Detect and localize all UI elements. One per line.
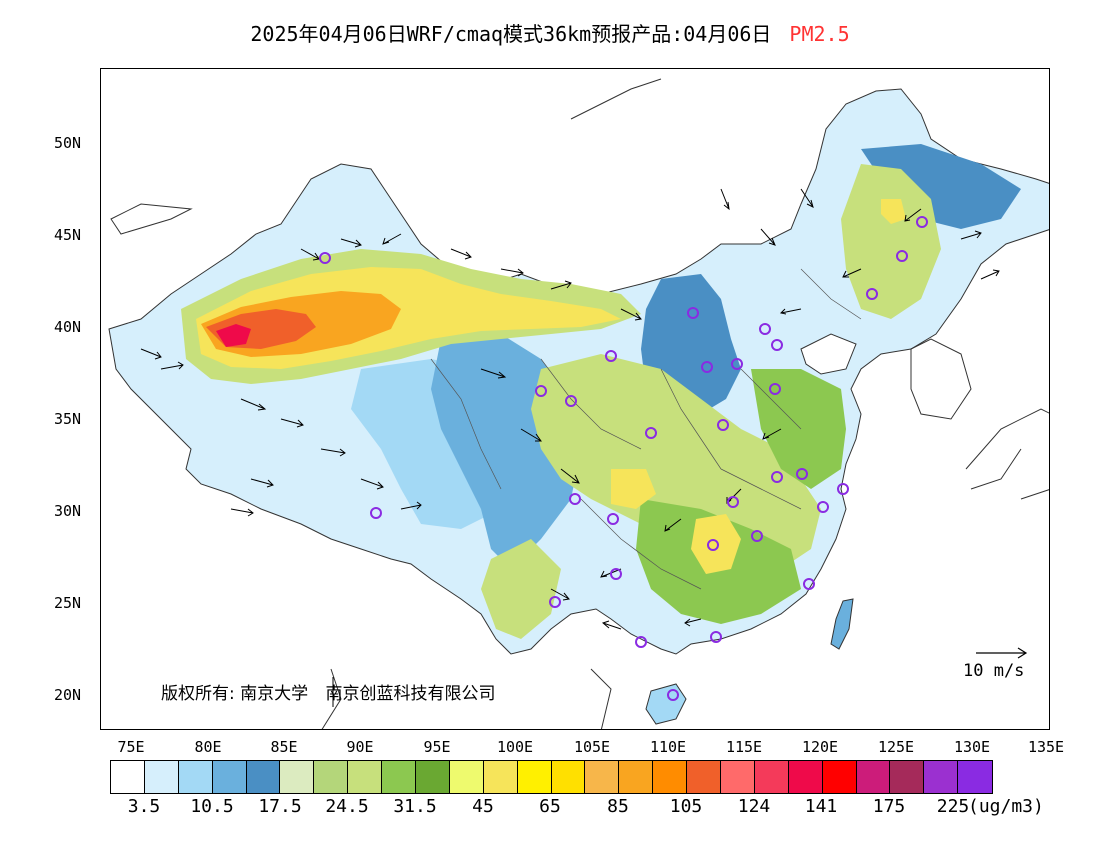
colorbar-swatch-17 <box>687 761 722 793</box>
colorbar-swatch-15 <box>619 761 654 793</box>
colorbar-swatch-18 <box>721 761 755 793</box>
colorbar-swatch-20 <box>788 761 823 793</box>
lon-label-80e: 80E <box>194 738 222 756</box>
korea-outline <box>910 338 972 420</box>
colorbar-label-24-5: 24.5 <box>325 796 369 817</box>
colorbar-swatch-22 <box>856 761 891 793</box>
wind-scale-arrow <box>976 647 1028 659</box>
region-green-east <box>751 369 846 489</box>
colorbar-swatch-0 <box>111 761 145 793</box>
lat-label-45n: 45N <box>54 226 82 244</box>
colorbar-swatch-21 <box>822 761 857 793</box>
region-yellow-hunan <box>691 514 741 574</box>
colorbar-label-105: 105 <box>669 796 703 817</box>
wind-vectors <box>140 188 1000 630</box>
map-panel: 版权所有: 南京大学 南京创蓝科技有限公司 10 m/s <box>100 68 1050 730</box>
lat-label-30n: 30N <box>54 502 82 520</box>
colorbar-swatch-12 <box>517 761 552 793</box>
colorbar-swatch-2 <box>178 761 213 793</box>
colorbar-label-65: 65 <box>539 796 561 817</box>
bohai-sea <box>800 333 857 375</box>
colorbar <box>110 760 994 794</box>
lon-label-130e: 130E <box>953 738 991 756</box>
region-green-central <box>531 354 821 569</box>
colorbar-swatch-7 <box>348 761 383 793</box>
colorbar-swatch-1 <box>144 761 179 793</box>
lat-label-35n: 35N <box>54 410 82 428</box>
colorbar-label-85: 85 <box>607 796 629 817</box>
city-markers <box>319 216 928 701</box>
colorbar-label-10-5: 10.5 <box>190 796 234 817</box>
colorbar-swatch-10 <box>449 761 484 793</box>
colorbar-swatch-5 <box>280 761 315 793</box>
colorbar-label-225: 225 <box>936 796 970 817</box>
region-green-yunnan <box>481 539 561 639</box>
colorbar-unit: (ug/m3) <box>968 796 1044 817</box>
colorbar-swatch-11 <box>483 761 518 793</box>
japan-outline <box>965 408 1049 500</box>
lon-label-95e: 95E <box>423 738 451 756</box>
lon-label-85e: 85E <box>270 738 298 756</box>
lake-baikal-outline <box>570 78 662 120</box>
lon-label-125e: 125E <box>877 738 915 756</box>
lon-label-135e: 135E <box>1027 738 1065 756</box>
province-boundaries <box>430 268 862 590</box>
lon-label-90e: 90E <box>346 738 374 756</box>
colorbar-swatch-13 <box>551 761 586 793</box>
colorbar-label-124: 124 <box>737 796 771 817</box>
colorbar-swatch-25 <box>958 761 993 793</box>
colorbar-swatch-16 <box>653 761 688 793</box>
credit-label: 版权所有: <box>161 684 235 704</box>
colorbar-swatch-8 <box>382 761 417 793</box>
credit-org1: 南京大学 <box>240 684 309 704</box>
region-crimson-core <box>216 324 251 347</box>
colorbar-label-141: 141 <box>804 796 838 817</box>
colorbar-swatch-19 <box>754 761 789 793</box>
region-yellow-jilin <box>881 199 906 224</box>
colorbar-swatch-23 <box>890 761 925 793</box>
lon-label-120e: 120E <box>801 738 839 756</box>
lon-label-115e: 115E <box>725 738 763 756</box>
title-variable: PM2.5 <box>789 22 850 46</box>
wind-scale-label: 10 m/s <box>963 661 1025 681</box>
taiwan-island <box>830 598 854 650</box>
lon-label-110e: 110E <box>649 738 687 756</box>
concentration-map <box>108 78 1049 729</box>
credit-org2: 南京创蓝科技有限公司 <box>325 684 496 704</box>
caspian-outline <box>110 203 193 235</box>
colorbar-swatch-4 <box>246 761 281 793</box>
colorbar-label-45: 45 <box>472 796 494 817</box>
region-blue-northeast <box>861 144 1021 229</box>
lon-label-105e: 105E <box>573 738 611 756</box>
colorbar-label-31-5: 31.5 <box>393 796 437 817</box>
indochina-outline <box>321 668 612 729</box>
map-title: 2025年04月06日WRF/cmaq模式36km预报产品:04月06日 PM2.… <box>0 18 1100 47</box>
colorbar-swatch-14 <box>585 761 620 793</box>
lon-label-75e: 75E <box>117 738 145 756</box>
colorbar-swatch-24 <box>924 761 959 793</box>
region-green-northeast <box>841 164 941 319</box>
region-yellow-sichuan-basin <box>611 469 656 509</box>
colorbar-swatch-6 <box>314 761 349 793</box>
colorbar-label-3-5: 3.5 <box>127 796 161 817</box>
lon-label-100e: 100E <box>496 738 534 756</box>
lat-label-20n: 20N <box>54 686 82 704</box>
hainan-island <box>645 683 687 725</box>
lat-label-50n: 50N <box>54 134 82 152</box>
colorbar-label-17-5: 17.5 <box>258 796 302 817</box>
colorbar-label-175: 175 <box>872 796 906 817</box>
copyright-credit: 版权所有: 南京大学 南京创蓝科技有限公司 <box>161 679 496 704</box>
colorbar-swatch-9 <box>416 761 450 793</box>
lat-label-25n: 25N <box>54 594 82 612</box>
colorbar-swatch-3 <box>212 761 247 793</box>
lat-label-40n: 40N <box>54 318 82 336</box>
title-main: 2025年04月06日WRF/cmaq模式36km预报产品:04月06日 <box>250 22 772 46</box>
